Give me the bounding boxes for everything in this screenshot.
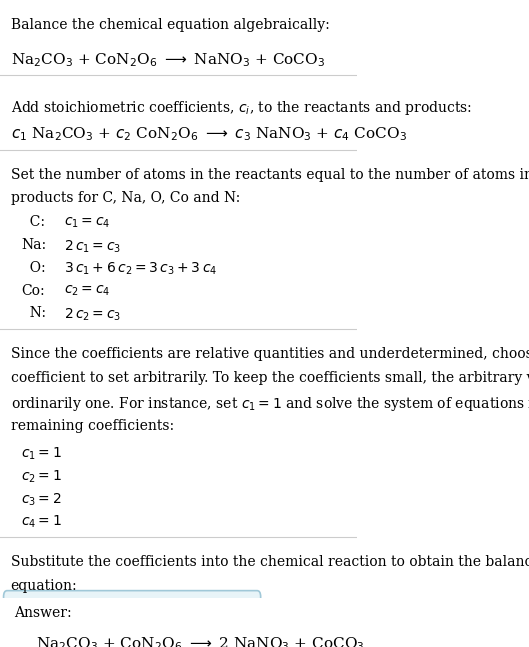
Text: Since the coefficients are relative quantities and underdetermined, choose a: Since the coefficients are relative quan… xyxy=(11,347,529,361)
Text: O:: O: xyxy=(21,261,46,275)
Text: $c_2 = 1$: $c_2 = 1$ xyxy=(21,468,62,485)
Text: $c_1 = c_4$: $c_1 = c_4$ xyxy=(64,215,111,230)
Text: Co:: Co: xyxy=(21,283,45,298)
Text: $c_2 = c_4$: $c_2 = c_4$ xyxy=(64,283,111,298)
Text: $2\,c_2 = c_3$: $2\,c_2 = c_3$ xyxy=(64,307,122,323)
Text: Answer:: Answer: xyxy=(14,606,72,620)
Text: $c_1$ Na$_2$CO$_3$ + $c_2$ CoN$_2$O$_6$ $\longrightarrow$ $c_3$ NaNO$_3$ + $c_4$: $c_1$ Na$_2$CO$_3$ + $c_2$ CoN$_2$O$_6$ … xyxy=(11,126,407,144)
Text: equation:: equation: xyxy=(11,578,77,593)
Text: Balance the chemical equation algebraically:: Balance the chemical equation algebraica… xyxy=(11,18,330,32)
Text: $c_3 = 2$: $c_3 = 2$ xyxy=(21,491,62,508)
Text: coefficient to set arbitrarily. To keep the coefficients small, the arbitrary va: coefficient to set arbitrarily. To keep … xyxy=(11,371,529,385)
Text: Na$_2$CO$_3$ + CoN$_2$O$_6$ $\longrightarrow$ 2 NaNO$_3$ + CoCO$_3$: Na$_2$CO$_3$ + CoN$_2$O$_6$ $\longrighta… xyxy=(35,635,364,647)
Text: $c_4 = 1$: $c_4 = 1$ xyxy=(21,514,62,531)
Text: N:: N: xyxy=(21,307,47,320)
Text: Substitute the coefficients into the chemical reaction to obtain the balanced: Substitute the coefficients into the che… xyxy=(11,554,529,569)
Text: Na$_2$CO$_3$ + CoN$_2$O$_6$ $\longrightarrow$ NaNO$_3$ + CoCO$_3$: Na$_2$CO$_3$ + CoN$_2$O$_6$ $\longrighta… xyxy=(11,51,325,69)
Text: products for C, Na, O, Co and N:: products for C, Na, O, Co and N: xyxy=(11,192,240,206)
FancyBboxPatch shape xyxy=(4,591,261,647)
Text: Add stoichiometric coefficients, $c_i$, to the reactants and products:: Add stoichiometric coefficients, $c_i$, … xyxy=(11,99,472,116)
Text: remaining coefficients:: remaining coefficients: xyxy=(11,419,174,433)
Text: $3\,c_1 + 6\,c_2 = 3\,c_3 + 3\,c_4$: $3\,c_1 + 6\,c_2 = 3\,c_3 + 3\,c_4$ xyxy=(64,261,217,278)
Text: $2\,c_1 = c_3$: $2\,c_1 = c_3$ xyxy=(64,238,122,254)
Text: Na:: Na: xyxy=(21,238,47,252)
Text: $c_1 = 1$: $c_1 = 1$ xyxy=(21,446,62,462)
Text: Set the number of atoms in the reactants equal to the number of atoms in the: Set the number of atoms in the reactants… xyxy=(11,168,529,182)
Text: C:: C: xyxy=(21,215,45,230)
Text: ordinarily one. For instance, set $c_1 = 1$ and solve the system of equations fo: ordinarily one. For instance, set $c_1 =… xyxy=(11,395,529,413)
